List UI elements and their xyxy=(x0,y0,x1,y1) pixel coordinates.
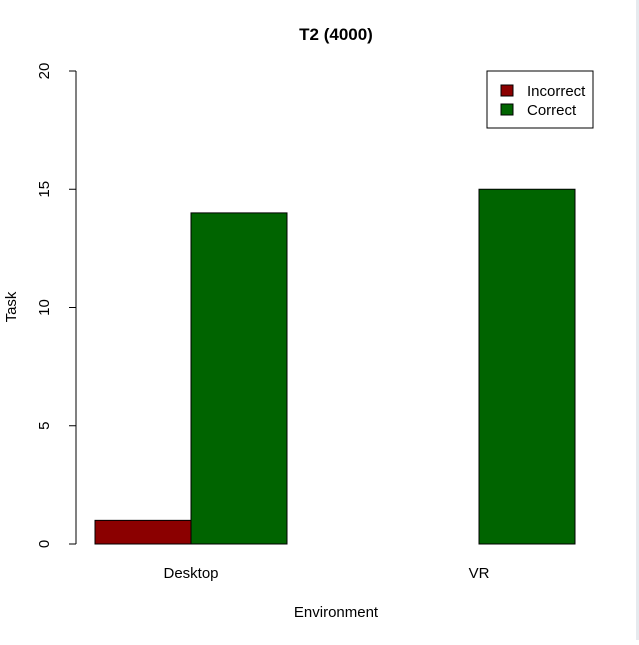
legend-box xyxy=(486,70,594,129)
window-edge xyxy=(636,0,639,640)
y-tick-label: 0 xyxy=(36,540,53,548)
y-tick-label: 10 xyxy=(36,299,53,316)
bar-correct-vr xyxy=(478,188,576,545)
y-axis-ticks: 0 5 10 15 20 xyxy=(36,63,76,548)
x-axis-label: Environment xyxy=(294,604,379,621)
y-tick-label: 15 xyxy=(36,181,53,198)
legend-label-correct: Correct xyxy=(527,102,577,119)
legend-label-incorrect: Incorrect xyxy=(527,83,586,100)
bar-correct-desktop xyxy=(190,212,288,545)
legend-swatch-correct xyxy=(500,103,514,116)
legend-swatch-incorrect xyxy=(500,84,514,97)
y-tick-label: 5 xyxy=(36,422,53,430)
x-tick-label: Desktop xyxy=(163,565,218,582)
bar-incorrect-desktop xyxy=(94,519,192,545)
y-axis-label: Task xyxy=(3,291,20,322)
x-tick-labels: Desktop VR xyxy=(163,565,489,582)
legend: Incorrect Correct xyxy=(486,70,594,129)
bars-group xyxy=(94,188,576,545)
chart-title: T2 (4000) xyxy=(299,25,373,44)
y-tick-label: 20 xyxy=(36,63,53,80)
x-tick-label: VR xyxy=(469,565,490,582)
